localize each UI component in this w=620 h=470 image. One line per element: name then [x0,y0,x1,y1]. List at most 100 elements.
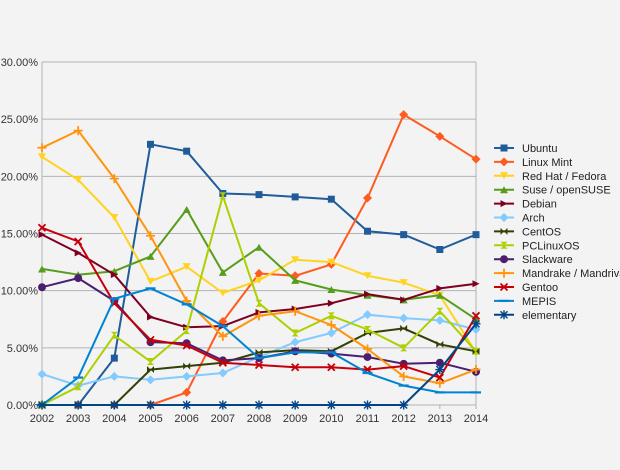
data-point-centos-2012 [400,324,408,332]
data-point-debian-2010 [327,299,335,307]
data-point-elementary-2008 [254,400,264,410]
y-tick-label-4: 20.00% [1,171,39,183]
series-group [37,110,481,410]
legend-label-debian: Debian [522,199,557,211]
data-point-suse-opensuse-2006 [182,205,191,213]
legend-item-arch: Arch [494,213,545,225]
legend-item-gentoo: Gentoo [494,282,558,294]
data-point-gentoo-2003 [74,237,83,246]
data-point-elementary-2004 [109,400,119,410]
legend-marker-debian [500,200,508,208]
legend-item-ubuntu: Ubuntu [494,143,557,155]
data-point-slackware-2002 [38,283,46,292]
data-point-debian-2012 [400,296,408,304]
x-tick-label-9: 2011 [356,413,380,425]
x-tick-label-0: 2002 [30,413,54,425]
data-point-arch-2009 [290,337,300,347]
legend-marker-red-hat-fedora [500,172,508,180]
data-point-suse-opensuse-2009 [291,276,300,284]
y-tick-label-0: 0.00% [7,400,38,412]
data-point-debian-2011 [364,290,371,298]
data-point-elementary-2011 [363,400,372,410]
data-point-arch-2012 [399,313,409,323]
data-point-red-hat-fedora-2006 [182,263,191,271]
data-point-red-hat-fedora-2007 [218,289,227,297]
data-point-mandrake-mandriva-2009 [290,306,300,316]
data-point-ubuntu-2006 [183,147,191,155]
legend-marker-suse-opensuse [500,186,508,194]
series-red-hat-fedora [38,153,480,356]
data-point-centos-2006 [183,362,191,370]
data-point-ubuntu-2009 [291,193,299,201]
data-point-ubuntu-2010 [327,195,335,203]
data-point-linux-mint-2011 [363,193,372,203]
legend-label-linux-mint: Linux Mint [522,157,572,169]
data-point-debian-2003 [74,249,82,257]
data-point-mandrake-mandriva-2003 [73,126,83,136]
legend-marker-slackware [500,255,508,264]
data-point-gentoo-2006 [182,341,191,350]
legend-label-gentoo: Gentoo [522,282,558,294]
data-point-red-hat-fedora-2002 [38,153,46,161]
data-point-elementary-2009 [290,400,300,410]
data-point-mandrake-mandriva-2008 [254,311,264,321]
data-point-gentoo-2009 [291,363,300,372]
series-slackware [38,274,480,376]
data-point-arch-2005 [146,375,155,385]
data-point-suse-opensuse-2010 [327,286,336,294]
legend-marker-gentoo [499,282,509,292]
legend-marker-linux-mint [499,157,509,167]
x-tick-label-6: 2008 [247,413,271,425]
x-tick-label-11: 2013 [428,413,452,425]
data-point-suse-opensuse-2013 [435,291,444,299]
data-point-arch-2013 [435,315,445,325]
legend-label-pclinuxos: PCLinuxOS [522,240,579,252]
series-line-arch [41,313,477,387]
data-point-mandrake-mandriva-2007 [218,331,228,341]
y-tick-label-1: 5.00% [7,343,38,355]
legend-label-mandrake-mandriva: Mandrake / Mandriva [522,268,620,280]
data-point-elementary-2013 [435,365,445,375]
series-gentoo [37,223,481,382]
axes: 0.00% 5.00% 10.00% 15.00% 20.00% 25.00% 30.00%… [1,57,489,425]
x-tick-label-7: 2009 [283,413,307,425]
data-point-mandrake-mandriva-2002 [37,143,47,153]
data-point-arch-2006 [182,371,192,381]
data-point-mandrake-mandriva-2010 [326,320,336,330]
data-point-arch-2010 [326,328,336,338]
legend-label-centos: CentOS [522,226,561,238]
data-point-ubuntu-2013 [436,246,444,254]
legend-item-mepis: MEPIS [494,296,556,308]
y-tick-label-5: 25.00% [1,114,39,126]
data-point-slackware-2011 [363,352,372,361]
x-tick-label-5: 2007 [211,413,235,425]
data-point-pclinuxos-2005 [147,358,154,366]
data-point-linux-mint-2008 [254,269,264,279]
data-point-elementary-2002 [37,400,47,410]
data-point-red-hat-fedora-2008 [255,276,263,284]
data-point-gentoo-2014 [471,311,481,320]
data-point-mandrake-mandriva-2011 [363,344,372,354]
data-point-suse-opensuse-2005 [146,252,155,260]
legend-item-elementary: elementary [494,310,577,322]
data-point-pclinuxos-2014 [472,347,480,355]
data-point-elementary-2012 [399,400,409,410]
data-point-linux-mint-2013 [435,131,445,141]
data-point-gentoo-2012 [399,361,408,371]
legend-marker-elementary [499,310,509,320]
data-point-linux-mint-2012 [399,110,409,120]
data-point-mandrake-mandriva-2013 [435,378,445,388]
legend-marker-centos [500,227,508,235]
series-mandrake-mandriva [37,126,481,388]
data-point-elementary-2007 [218,400,228,410]
data-point-red-hat-fedora-2011 [363,272,372,280]
series-line-red-hat-fedora [41,156,477,353]
data-point-gentoo-2005 [146,335,155,344]
series-arch [37,310,481,391]
data-point-pclinuxos-2008 [255,299,263,307]
legend-marker-arch [499,213,509,222]
data-point-red-hat-fedora-2004 [110,213,119,221]
x-tick-label-10: 2012 [391,413,415,425]
data-point-mandrake-mandriva-2004 [109,174,119,184]
data-point-linux-mint-2006 [182,387,192,397]
